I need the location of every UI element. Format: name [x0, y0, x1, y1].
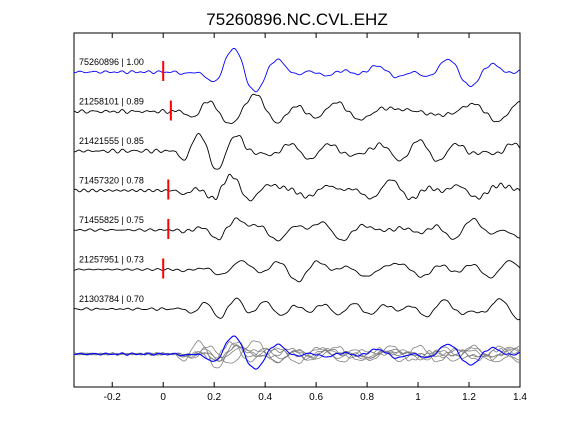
x-tick-label: 0	[160, 392, 166, 403]
trace-label: 75260896 | 1.00	[79, 57, 144, 67]
trace-label: 21258101 | 0.89	[79, 97, 144, 107]
stack-layer	[73, 335, 521, 370]
stack-waveform	[73, 345, 521, 363]
trace-waveform	[73, 217, 521, 242]
x-tick-label: 1.4	[513, 392, 527, 403]
x-tick-label: 1	[415, 392, 421, 403]
trace-label: 71455825 | 0.75	[79, 215, 144, 225]
x-axis-ticks: -0.2 0 0.2 0.4 0.6 0.8 1 1.2 1.4	[104, 33, 527, 403]
trace-label: 21303784 | 0.70	[79, 294, 144, 304]
plot-area: 75260896 | 1.00 21258101 | 0.89 21421555 |…	[73, 32, 527, 403]
trace-waveform	[73, 132, 521, 170]
x-tick-label: 0.6	[309, 392, 323, 403]
x-tick-label: 1.2	[462, 392, 476, 403]
trace-waveform	[73, 93, 521, 124]
traces-layer	[73, 48, 521, 321]
stack-waveform	[73, 335, 521, 370]
trace-label: 21421555 | 0.85	[79, 136, 144, 146]
trace-waveform	[73, 260, 521, 283]
chart-title: 75260896.NC.CVL.EHZ	[206, 10, 387, 29]
axes-box	[73, 32, 521, 388]
trace-waveform	[73, 173, 521, 202]
x-tick-label: -0.2	[104, 392, 122, 403]
trace-waveform	[73, 297, 521, 321]
x-tick-label: 0.2	[207, 392, 221, 403]
x-tick-label: 0.8	[360, 392, 374, 403]
trace-label: 71457320 | 0.78	[79, 176, 144, 186]
trace-label: 21257951 | 0.73	[79, 255, 144, 265]
picks-layer	[162, 61, 172, 279]
x-tick-label: 0.4	[258, 392, 272, 403]
labels-layer: 75260896 | 1.00 21258101 | 0.89 21421555 |…	[79, 57, 144, 304]
trace-waveform	[73, 48, 521, 93]
